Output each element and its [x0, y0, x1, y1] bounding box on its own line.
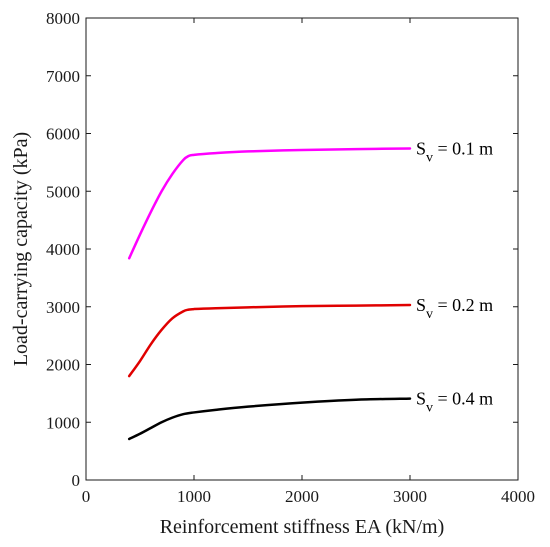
x-tick-label: 1000: [177, 487, 211, 506]
series-label-name: S: [416, 389, 426, 409]
tick-group: 0 1000 2000 3000 4000 0 1000 2000 3000 4000 5000 60…: [46, 9, 535, 506]
x-axis-label: Reinforcement stiffness EA (kN/m): [160, 516, 445, 538]
series-line: [127, 397, 412, 441]
y-tick-label: 3000: [46, 298, 80, 317]
series-label-subscript: v: [426, 151, 433, 166]
x-tick-label: 0: [82, 487, 91, 506]
series-label: Sv = 0.1 m: [416, 139, 493, 166]
series-label: Sv = 0.2 m: [416, 295, 493, 322]
series-label-subscript: v: [426, 307, 433, 322]
series-label-name: S: [416, 295, 426, 315]
y-tick-label: 5000: [46, 182, 80, 201]
series-group: [127, 147, 412, 441]
series-line: [127, 303, 412, 378]
series-label-subscript: v: [426, 401, 433, 416]
series-line: [127, 147, 412, 260]
y-tick-label: 1000: [46, 413, 80, 432]
y-tick-label: 4000: [46, 240, 80, 259]
y-tick-label: 7000: [46, 67, 80, 86]
plot-frame: [85, 17, 519, 481]
series-label-value: = 0.1 m: [433, 139, 493, 159]
y-tick-label: 2000: [46, 356, 80, 375]
series-label: Sv = 0.4 m: [416, 389, 493, 416]
series-label-value: = 0.2 m: [433, 295, 493, 315]
series-label-name: S: [416, 139, 426, 159]
series-label-group: Sv = 0.1 mSv = 0.2 mSv = 0.4 m: [416, 139, 493, 416]
series-label-value: = 0.4 m: [433, 389, 493, 409]
x-tick-label: 3000: [393, 487, 427, 506]
x-tick-label: 2000: [285, 487, 319, 506]
y-tick-label: 8000: [46, 9, 80, 28]
x-tick-label: 4000: [501, 487, 535, 506]
y-tick-label: 0: [72, 471, 81, 490]
y-tick-label: 6000: [46, 125, 80, 144]
y-axis-label: Load-carrying capacity (kPa): [10, 132, 32, 366]
